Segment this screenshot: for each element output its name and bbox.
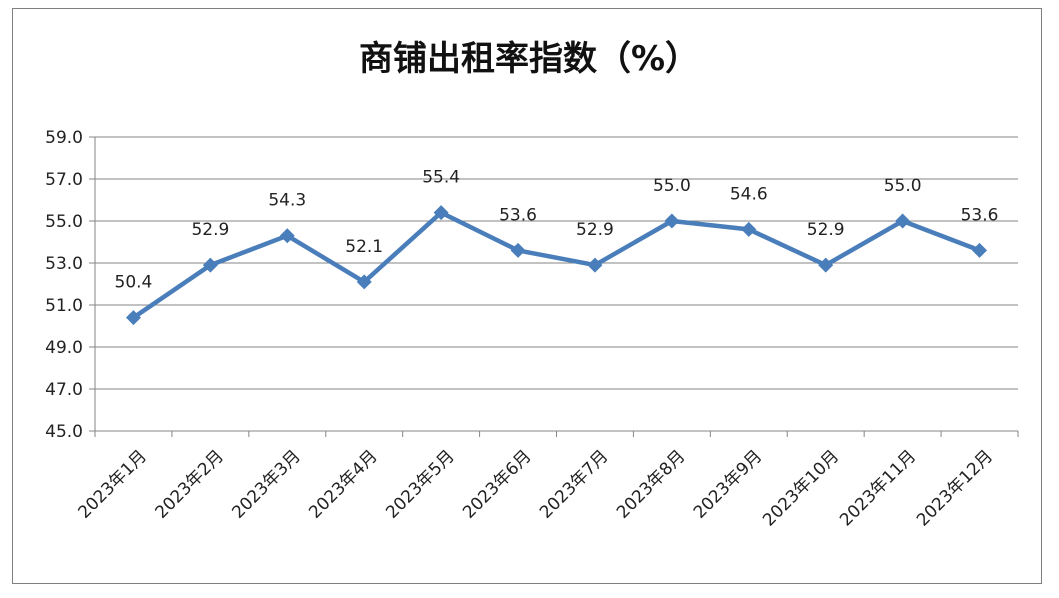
data-point-marker [587, 257, 603, 273]
y-tick-label: 53.0 [45, 254, 83, 274]
x-tick-label: 2023年8月 [613, 446, 689, 522]
data-label: 53.6 [961, 205, 999, 225]
x-tick-label: 2023年9月 [690, 446, 766, 522]
data-label: 54.3 [268, 191, 306, 211]
data-label: 52.9 [576, 220, 614, 240]
x-tick-label: 2023年11月 [836, 446, 920, 530]
x-tick-label: 2023年5月 [382, 446, 458, 522]
x-tick-label: 2023年12月 [913, 446, 997, 530]
y-tick-label: 51.0 [45, 296, 83, 316]
axes [94, 137, 1019, 437]
y-tick-label: 47.0 [45, 380, 83, 400]
y-tick-label: 57.0 [45, 170, 83, 190]
x-tick-label: 2023年6月 [459, 446, 535, 522]
chart-title: 商铺出租率指数（%） [359, 39, 699, 79]
data-label: 55.0 [653, 176, 691, 196]
data-label: 52.9 [807, 220, 845, 240]
data-point-marker [510, 242, 526, 258]
data-point-marker [125, 310, 141, 326]
data-label: 55.0 [884, 176, 922, 196]
x-tick-label: 2023年4月 [305, 446, 381, 522]
series-line [132, 210, 981, 320]
y-tick-label: 49.0 [45, 338, 83, 358]
gridlines [89, 136, 1018, 432]
x-tick-label: 2023年7月 [536, 446, 612, 522]
data-label: 50.4 [115, 273, 153, 293]
series [125, 205, 988, 326]
data-label: 52.1 [345, 237, 383, 257]
data-point-marker [279, 228, 295, 244]
x-axis-ticks: 2023年1月 2023年2月 2023年3月 2023年4月 2023年5月 2023年… [75, 446, 998, 530]
y-tick-label: 45.0 [45, 422, 83, 442]
data-point-marker [818, 257, 834, 273]
data-point-marker [202, 257, 218, 273]
data-labels: 50.4 52.9 54.3 52.1 55.4 53.6 52.9 55.0 54.6 52.9… [115, 168, 999, 293]
data-point-marker [895, 213, 911, 229]
data-point-marker [356, 274, 372, 290]
x-tick-label: 2023年1月 [75, 446, 151, 522]
data-point-marker [741, 221, 757, 237]
data-label: 52.9 [191, 220, 229, 240]
data-label: 55.4 [422, 168, 460, 188]
x-tick-label: 2023年3月 [228, 446, 304, 522]
data-label: 53.6 [499, 205, 537, 225]
y-tick-label: 59.0 [45, 128, 83, 148]
chart-frame [12, 8, 1042, 584]
data-point-marker [972, 242, 988, 258]
y-axis-ticks: 45.0 47.0 49.0 51.0 53.0 55.0 57.0 59.0 [45, 128, 83, 442]
data-point-marker [433, 205, 449, 221]
x-tick-label: 2023年2月 [151, 446, 227, 522]
x-tick-label: 2023年10月 [759, 446, 843, 530]
y-tick-label: 55.0 [45, 212, 83, 232]
data-label: 54.6 [730, 184, 768, 204]
data-point-marker [664, 213, 680, 229]
